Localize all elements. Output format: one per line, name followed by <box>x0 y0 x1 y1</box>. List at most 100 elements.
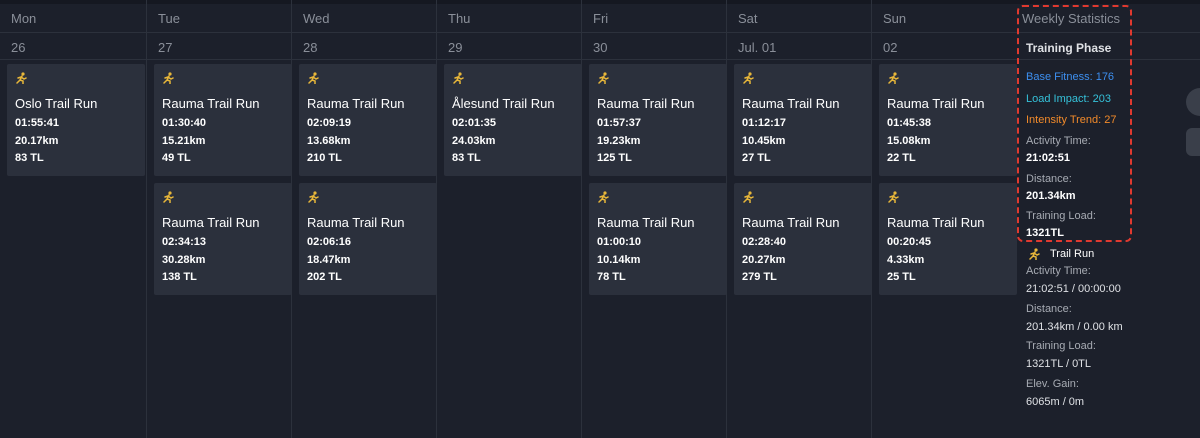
activity-title: Rauma Trail Run <box>887 96 985 111</box>
activity-distance: 10.14km <box>597 254 641 266</box>
stat-value: 201.34km <box>1026 189 1076 202</box>
day-date: 30 <box>593 40 608 55</box>
activity-load: 210 TL <box>307 152 342 164</box>
column-divider <box>291 0 292 438</box>
sport-name: Trail Run <box>1050 248 1095 260</box>
run-icon <box>743 191 754 203</box>
activity-card[interactable]: Oslo Trail Run 01:55:41 20.17km 83 TL <box>7 64 145 176</box>
activity-load: 125 TL <box>597 152 632 164</box>
activity-title: Rauma Trail Run <box>307 96 405 111</box>
day-date: 27 <box>158 40 173 55</box>
sport-stat-value: 6065m / 0m <box>1026 395 1085 408</box>
run-icon <box>743 72 754 84</box>
base-fitness: Base Fitness: 176 <box>1026 71 1115 83</box>
activity-title: Rauma Trail Run <box>742 215 840 230</box>
intensity-trend: Intensity Trend: 27 <box>1026 114 1117 126</box>
activity-time: 01:55:41 <box>15 117 60 129</box>
day-date: 02 <box>883 40 898 55</box>
day-name: Sun <box>883 11 907 26</box>
activity-title: Rauma Trail Run <box>162 215 260 230</box>
activity-load: 49 TL <box>162 152 191 164</box>
sport-stat-label: Distance: <box>1026 302 1072 315</box>
activity-time: 01:30:40 <box>162 117 207 129</box>
stat-value: 1321TL <box>1026 227 1064 239</box>
activity-distance: 4.33km <box>887 254 925 266</box>
activity-time: 02:09:19 <box>307 117 352 129</box>
activity-distance: 13.68km <box>307 135 351 147</box>
activity-distance: 15.21km <box>162 135 206 147</box>
column-divider <box>436 0 437 438</box>
day-name: Fri <box>593 11 609 26</box>
run-icon <box>888 72 899 84</box>
activity-distance: 19.23km <box>597 135 641 147</box>
run-icon <box>1029 248 1040 260</box>
day-date: 26 <box>11 40 26 55</box>
run-icon <box>598 72 609 84</box>
highlight-box <box>1017 5 1132 242</box>
row-divider <box>0 32 1200 33</box>
run-icon <box>163 72 174 84</box>
activity-load: 83 TL <box>452 152 481 164</box>
activity-card[interactable]: Rauma Trail Run 01:00:10 10.14km 78 TL <box>589 183 727 295</box>
run-icon <box>453 72 464 84</box>
run-icon <box>163 191 174 203</box>
activity-time: 02:28:40 <box>742 236 787 248</box>
day-date: 29 <box>448 40 463 55</box>
activity-title: Rauma Trail Run <box>742 96 840 111</box>
top-strip <box>0 0 1200 4</box>
activity-card[interactable]: Rauma Trail Run 01:45:38 15.08km 22 TL <box>879 64 1017 176</box>
sport-stat-value: 1321TL / 0TL <box>1026 358 1092 370</box>
activity-time: 01:12:17 <box>742 117 787 129</box>
activity-title: Rauma Trail Run <box>887 215 985 230</box>
side-button[interactable] <box>1186 88 1200 116</box>
activity-card[interactable]: Rauma Trail Run 00:20:45 4.33km 25 TL <box>879 183 1017 295</box>
activity-time: 01:57:37 <box>597 117 642 129</box>
run-icon <box>888 191 899 203</box>
column-divider <box>871 0 872 438</box>
activity-load: 27 TL <box>742 152 771 164</box>
sport-stat-label: Elev. Gain: <box>1026 377 1079 390</box>
sport-stat-label: Training Load: <box>1026 340 1096 352</box>
activity-distance: 24.03km <box>452 135 496 147</box>
side-button[interactable] <box>1186 128 1200 156</box>
activity-title: Oslo Trail Run <box>15 96 98 111</box>
activity-time: 02:34:13 <box>162 236 207 248</box>
run-icon <box>308 191 319 203</box>
stats-title: Weekly Statistics <box>1022 11 1121 26</box>
activity-card[interactable]: Rauma Trail Run 02:06:16 18.47km 202 TL <box>299 183 437 295</box>
column-divider <box>146 0 147 438</box>
activity-title: Rauma Trail Run <box>162 96 260 111</box>
activity-card[interactable]: Rauma Trail Run 02:34:13 30.28km 138 TL <box>154 183 292 295</box>
activity-card[interactable]: Rauma Trail Run 02:09:19 13.68km 210 TL <box>299 64 437 176</box>
activity-distance: 10.45km <box>742 135 786 147</box>
stat-label: Activity Time: <box>1026 135 1091 147</box>
sport-stat-label: Activity Time: <box>1026 265 1091 277</box>
activity-time: 00:20:45 <box>887 236 932 248</box>
activity-distance: 18.47km <box>307 254 351 266</box>
activity-distance: 30.28km <box>162 254 206 266</box>
activity-load: 279 TL <box>742 271 777 283</box>
activity-load: 83 TL <box>15 152 44 164</box>
activity-load: 78 TL <box>597 271 626 283</box>
column-divider <box>581 0 582 438</box>
activity-card[interactable]: Ålesund Trail Run 02:01:35 24.03km 83 TL <box>444 64 582 176</box>
activity-card[interactable]: Rauma Trail Run 01:12:17 10.45km 27 TL <box>734 64 872 176</box>
activity-card[interactable]: Rauma Trail Run 02:28:40 20.27km 279 TL <box>734 183 872 295</box>
run-icon <box>16 72 27 84</box>
activity-card[interactable]: Rauma Trail Run 01:30:40 15.21km 49 TL <box>154 64 292 176</box>
day-date: 28 <box>303 40 318 55</box>
activity-time: 02:01:35 <box>452 117 497 129</box>
column-divider <box>726 0 727 438</box>
row-divider <box>0 59 1200 60</box>
activity-title: Rauma Trail Run <box>597 96 695 111</box>
activity-title: Ålesund Trail Run <box>452 96 555 111</box>
activity-time: 01:45:38 <box>887 117 932 129</box>
day-name: Wed <box>303 11 330 26</box>
stat-label: Distance: <box>1026 172 1072 185</box>
activity-load: 138 TL <box>162 271 197 283</box>
run-icon <box>598 191 609 203</box>
activity-card[interactable]: Rauma Trail Run 01:57:37 19.23km 125 TL <box>589 64 727 176</box>
activity-title: Rauma Trail Run <box>597 215 695 230</box>
day-name: Thu <box>448 11 471 26</box>
